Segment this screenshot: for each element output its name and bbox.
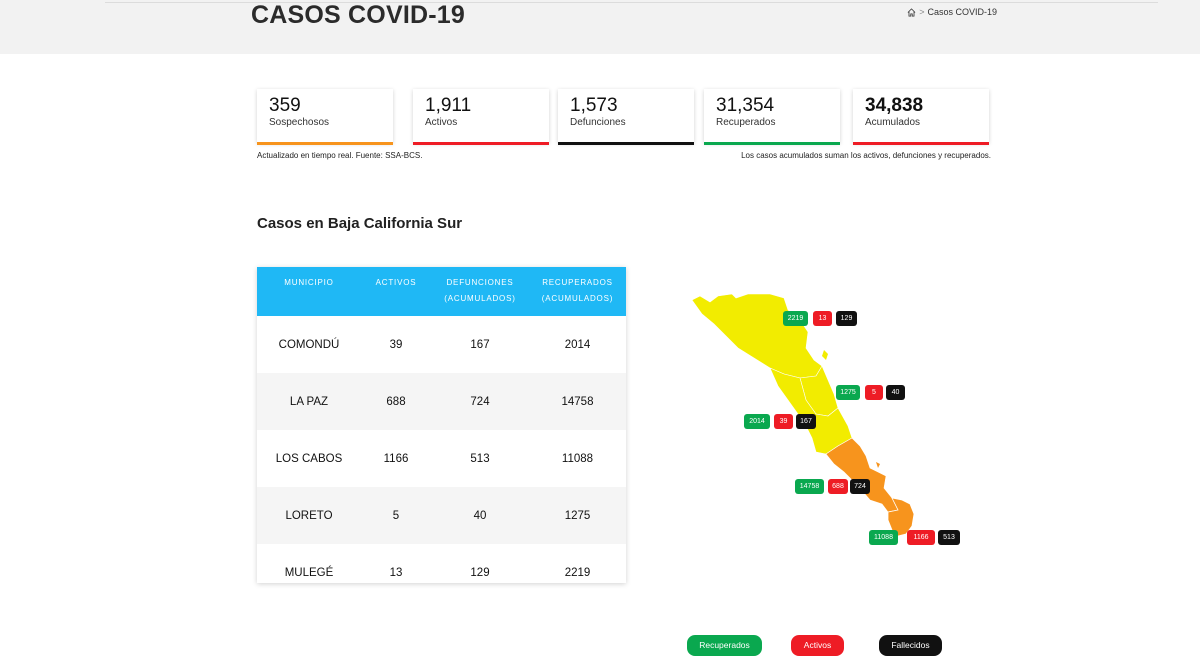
cell-municipio: LORETO bbox=[257, 487, 361, 544]
cell-activos: 688 bbox=[361, 373, 431, 430]
update-note: Actualizado en tiempo real. Fuente: SSA-… bbox=[257, 151, 423, 160]
bcs-map: 2219 13 129 1275 5 40 2014 39 167 14758 … bbox=[688, 286, 988, 556]
accumulated-note: Los casos acumulados suman los activos, … bbox=[741, 151, 991, 160]
column-header-recuperados: RECUPERADOS (ACUMULADOS) bbox=[529, 267, 626, 316]
card-label: Activos bbox=[425, 117, 458, 128]
cell-defunciones: 129 bbox=[470, 566, 490, 579]
cell-recuperados: 1275 bbox=[529, 487, 626, 544]
column-header-defunciones: DEFUNCIONES (ACUMULADOS) bbox=[431, 267, 529, 316]
card-activos: 1,911 Activos bbox=[413, 89, 549, 145]
badge-mulege-fallecidos: 129 bbox=[836, 311, 857, 326]
column-header-municipio: MUNICIPIO bbox=[257, 267, 361, 316]
card-accent-bar bbox=[413, 142, 549, 145]
cell-recuperados: 2014 bbox=[564, 338, 591, 351]
legend-activos: Activos bbox=[791, 635, 844, 656]
table-row: LA PAZ 688 724 14758 bbox=[257, 373, 626, 430]
card-accent-bar bbox=[853, 142, 989, 145]
card-acumulados: 34,838 Acumulados bbox=[853, 89, 989, 145]
cell-municipio: LA PAZ bbox=[257, 373, 361, 430]
cases-table: MUNICIPIO ACTIVOS DEFUNCIONES (ACUMULADOS… bbox=[257, 267, 626, 583]
stats-cards: 359 Sospechosos 1,911 Activos 1,573 Defu… bbox=[257, 89, 989, 147]
page-title: CASOS COVID-19 bbox=[251, 1, 465, 29]
cell-recuperados: 14758 bbox=[529, 373, 626, 430]
map-shape bbox=[691, 293, 915, 537]
cell-defunciones: 724 bbox=[431, 373, 529, 430]
page-header bbox=[0, 0, 1200, 54]
table-row: MULEGÉ 13 129 2219 bbox=[257, 544, 626, 601]
island-shape bbox=[876, 462, 880, 468]
card-defunciones: 1,573 Defunciones bbox=[558, 89, 694, 145]
badge-los-cabos-activos: 1166 bbox=[907, 530, 935, 545]
cell-municipio: COMONDÚ bbox=[278, 338, 340, 351]
badge-los-cabos-fallecidos: 513 bbox=[938, 530, 960, 545]
badge-loreto-fallecidos: 40 bbox=[886, 385, 905, 400]
cell-recuperados: 11088 bbox=[561, 452, 594, 465]
cell-defunciones: 40 bbox=[431, 487, 529, 544]
card-accent-bar bbox=[704, 142, 840, 145]
card-value: 34,838 bbox=[865, 95, 924, 116]
cell-activos: 39 bbox=[389, 338, 403, 351]
badge-comondu-fallecidos: 167 bbox=[796, 414, 816, 429]
breadcrumb-current: Casos COVID-19 bbox=[927, 7, 997, 17]
badge-la-paz-fallecidos: 724 bbox=[850, 479, 870, 494]
breadcrumb: > Casos COVID-19 bbox=[907, 7, 997, 17]
card-recuperados: 31,354 Recuperados bbox=[704, 89, 840, 145]
badge-la-paz-activos: 688 bbox=[828, 479, 848, 494]
home-icon[interactable] bbox=[907, 7, 916, 17]
card-sospechosos: 359 Sospechosos bbox=[257, 89, 393, 145]
top-divider bbox=[105, 2, 1158, 3]
card-accent-bar bbox=[558, 142, 694, 145]
badge-mulege-activos: 13 bbox=[813, 311, 832, 326]
badge-mulege-recuperados: 2219 bbox=[783, 311, 808, 326]
card-label: Acumulados bbox=[865, 117, 921, 128]
cell-municipio: MULEGÉ bbox=[284, 566, 334, 579]
cell-activos: 13 bbox=[389, 566, 403, 579]
badge-loreto-recuperados: 1275 bbox=[836, 385, 860, 400]
breadcrumb-separator: > bbox=[919, 7, 925, 17]
card-value: 1,911 bbox=[425, 95, 472, 116]
badge-la-paz-recuperados: 14758 bbox=[795, 479, 824, 494]
card-value: 31,354 bbox=[716, 95, 775, 116]
cell-activos: 5 bbox=[361, 487, 431, 544]
cell-defunciones: 167 bbox=[470, 338, 490, 351]
card-accent-bar bbox=[257, 142, 393, 145]
legend-recuperados: Recuperados bbox=[687, 635, 762, 656]
card-label: Sospechosos bbox=[269, 117, 330, 128]
section-title: Casos en Baja California Sur bbox=[257, 215, 463, 232]
table-row: LORETO 5 40 1275 bbox=[257, 487, 626, 544]
cell-municipio: LOS CABOS bbox=[275, 452, 343, 465]
cell-activos: 1166 bbox=[383, 452, 409, 465]
region-la-paz bbox=[825, 437, 903, 513]
card-value: 1,573 bbox=[570, 95, 618, 116]
card-value: 359 bbox=[269, 95, 301, 116]
cell-recuperados: 2219 bbox=[564, 566, 591, 579]
island-shape bbox=[822, 350, 828, 360]
region-los-cabos bbox=[887, 497, 915, 537]
legend-fallecidos: Fallecidos bbox=[879, 635, 942, 656]
card-label: Defunciones bbox=[570, 117, 626, 128]
card-label: Recuperados bbox=[716, 117, 776, 128]
region-mulege bbox=[691, 293, 823, 379]
badge-comondu-activos: 39 bbox=[774, 414, 793, 429]
cell-defunciones: 513 bbox=[470, 452, 490, 465]
badge-loreto-activos: 5 bbox=[865, 385, 883, 400]
column-header-activos: ACTIVOS bbox=[361, 267, 431, 316]
badge-comondu-recuperados: 2014 bbox=[744, 414, 770, 429]
badge-los-cabos-recuperados: 11088 bbox=[869, 530, 898, 545]
table-row: LOS CABOS 1166 513 11088 bbox=[257, 430, 626, 487]
table-row: COMONDÚ 39 167 2014 bbox=[257, 316, 626, 373]
